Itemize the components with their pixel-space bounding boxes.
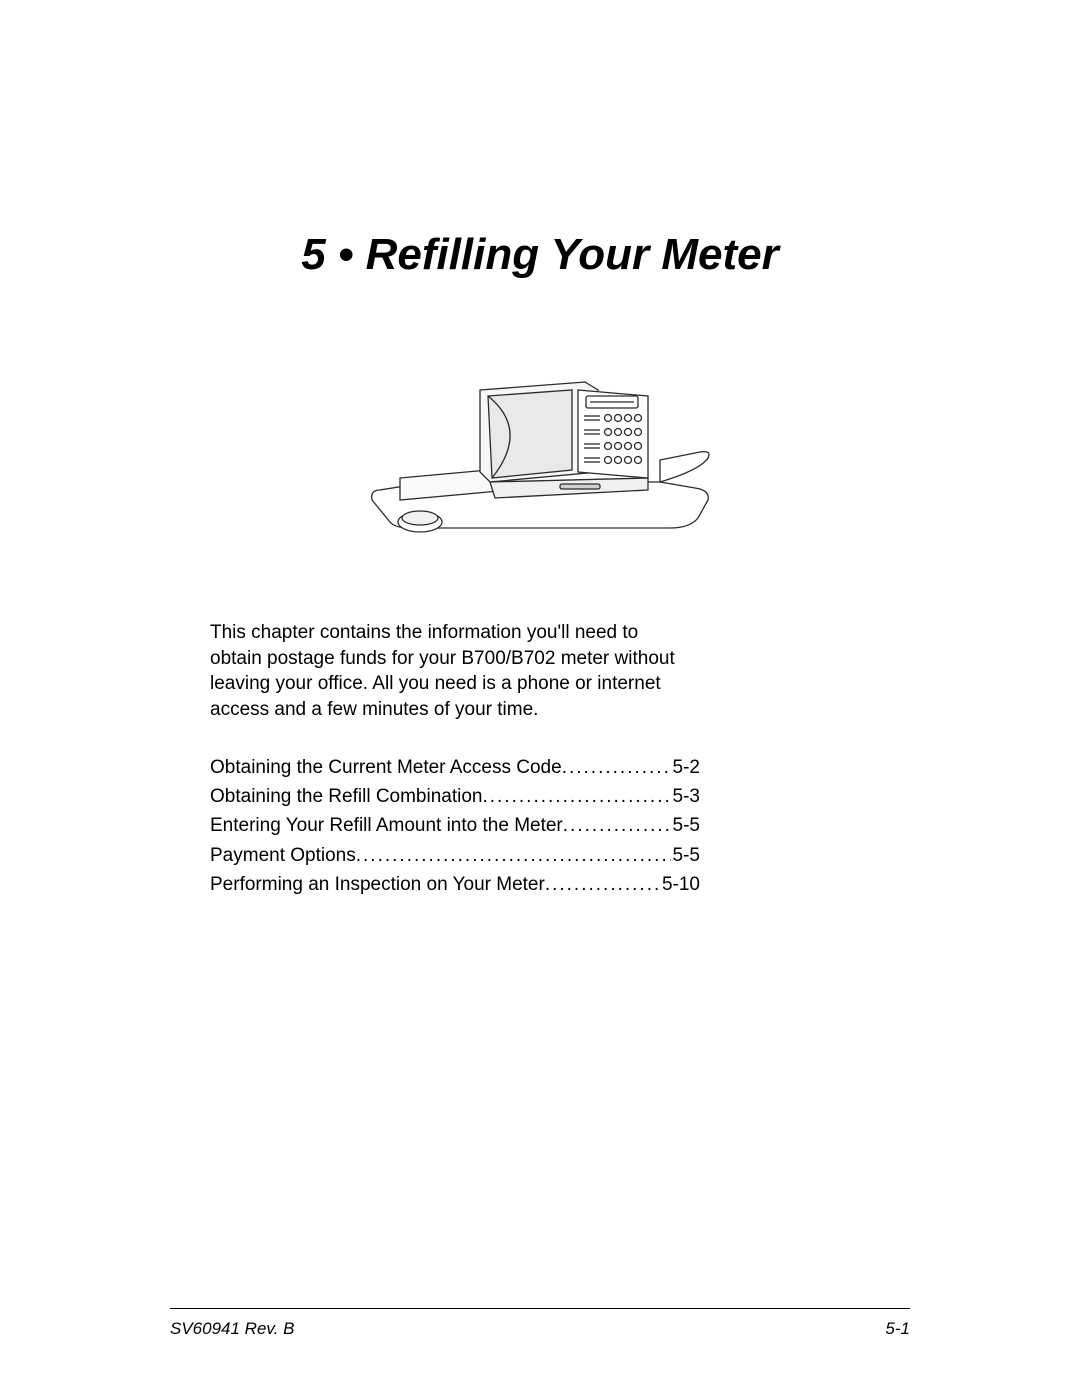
toc-leader-dots	[545, 870, 660, 899]
page-footer: SV60941 Rev. B 5-1	[170, 1308, 910, 1339]
table-of-contents: Obtaining the Current Meter Access Code …	[210, 753, 700, 900]
toc-page-number: 5-2	[671, 753, 700, 782]
page-number: 5-1	[885, 1319, 910, 1339]
toc-page-number: 5-5	[671, 841, 700, 870]
toc-page-number: 5-10	[660, 870, 700, 899]
toc-entry: Entering Your Refill Amount into the Met…	[210, 811, 700, 840]
toc-leader-dots	[562, 753, 671, 782]
document-id: SV60941 Rev. B	[170, 1319, 294, 1339]
page-container: 5 • Refilling Your Meter	[0, 0, 1080, 1397]
toc-entry: Obtaining the Refill Combination 5-3	[210, 782, 700, 811]
toc-label: Obtaining the Refill Combination	[210, 782, 483, 811]
toc-entry: Performing an Inspection on Your Meter 5…	[210, 870, 700, 899]
toc-leader-dots	[483, 782, 671, 811]
toc-entry: Obtaining the Current Meter Access Code …	[210, 753, 700, 782]
chapter-title: 5 • Refilling Your Meter	[170, 230, 910, 280]
toc-leader-dots	[356, 841, 671, 870]
toc-page-number: 5-5	[671, 811, 700, 840]
toc-label: Obtaining the Current Meter Access Code	[210, 753, 562, 782]
intro-paragraph: This chapter contains the information yo…	[210, 620, 675, 723]
postage-meter-illustration	[360, 360, 720, 550]
toc-label: Entering Your Refill Amount into the Met…	[210, 811, 563, 840]
toc-label: Performing an Inspection on Your Meter	[210, 870, 545, 899]
toc-leader-dots	[563, 811, 671, 840]
toc-label: Payment Options	[210, 841, 356, 870]
toc-entry: Payment Options 5-5	[210, 841, 700, 870]
toc-page-number: 5-3	[671, 782, 700, 811]
